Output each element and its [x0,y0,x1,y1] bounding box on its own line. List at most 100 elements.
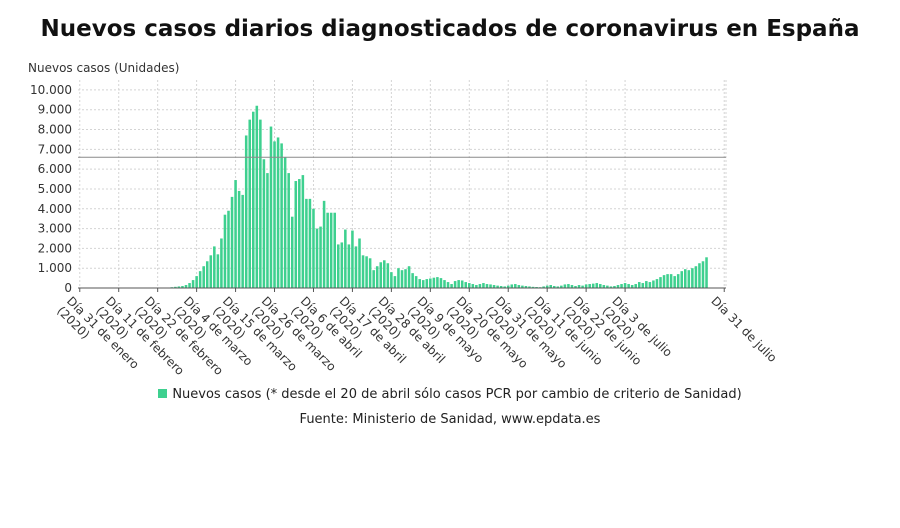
bar [386,263,390,288]
bar [262,159,266,288]
bar [188,283,191,288]
bar [184,285,188,288]
bar [191,280,195,288]
bar [510,284,514,288]
bar [602,285,606,288]
bar [227,210,230,288]
bar [223,214,227,288]
bar [368,258,372,288]
bar [429,278,432,288]
bar [333,212,336,288]
bar [174,286,177,288]
bar [563,284,567,288]
bar [326,212,329,288]
bar [308,198,312,288]
bar [694,266,698,288]
svg-text:Día 31 de julio: Día 31 de julio [708,294,779,365]
bar [436,277,439,288]
bar [358,238,361,288]
bar [528,286,531,288]
bar [460,280,464,288]
bar [439,278,443,288]
x-tick-label: Día 31 de julio [708,294,779,365]
y-tick-label: 2.000 [38,241,72,255]
bar [312,208,315,288]
bar [517,285,521,288]
bar [354,246,358,288]
bar [216,254,220,288]
bar [577,285,581,288]
x-axis-ticks: Día 31 de enero(2020) Día 11 de febrero(2… [54,288,780,378]
bar [202,266,205,288]
bar [655,279,659,288]
bar [623,283,627,288]
bar [336,244,340,288]
y-axis-label: Nuevos casos (Unidades) [28,61,179,75]
bar [669,274,673,288]
bar [198,271,202,288]
bar [471,284,475,288]
bar [531,286,535,288]
y-tick-label: 6.000 [38,162,72,176]
bar [634,284,637,288]
bar [549,285,552,288]
bar [255,105,259,288]
bar [329,212,333,288]
bar [280,143,283,288]
bar [177,286,181,288]
bar [662,275,666,288]
bar [475,285,478,288]
bar [205,261,209,288]
bar [450,284,453,288]
bar [464,282,468,288]
bar [379,262,383,288]
chart-plot: Nuevos casos (Unidades) 0 1.000 2.000 3.000… [28,61,780,378]
bar [375,266,379,288]
y-axis-ticks: 0 1.000 2.000 3.000 4.000 5.000 6.000 7.000 8.00… [30,83,72,295]
bar [627,284,630,288]
bar [514,284,517,288]
bar [404,269,407,288]
bar [361,255,365,288]
bar [545,285,549,288]
bar [620,284,623,288]
bar [305,198,308,288]
bar [283,157,287,288]
bar [259,119,262,289]
bar [542,286,545,288]
grid-lines [78,80,727,289]
bar [556,286,560,288]
bar [691,268,694,288]
bar [630,285,634,288]
chart-title: Nuevos casos diarios diagnosticados de c… [40,16,860,42]
bar [680,271,684,288]
legend-label: Nuevos casos (* desde el 20 de abril sól… [172,387,742,402]
bar [248,119,252,289]
bar [407,266,411,288]
bar [319,226,322,288]
y-tick-label: 7.000 [38,142,72,156]
bar [315,228,319,288]
y-tick-label: 9.000 [38,103,72,117]
bar [560,285,563,288]
bar [701,261,705,288]
bar [496,285,499,288]
bar [351,230,354,288]
bar [641,283,645,288]
bar [588,284,591,288]
bar [209,255,213,288]
bar [443,280,446,288]
bar [705,257,708,288]
bar [478,284,482,288]
bar [506,285,510,288]
bar [492,285,496,288]
bar [393,276,397,288]
bar [411,273,414,288]
bar [301,175,305,288]
bar [637,282,641,288]
bar [595,283,599,288]
bar [673,276,676,288]
bar [645,281,648,288]
x-tick-label: Día 31 de enero(2020) [54,294,142,372]
bar [390,272,393,288]
